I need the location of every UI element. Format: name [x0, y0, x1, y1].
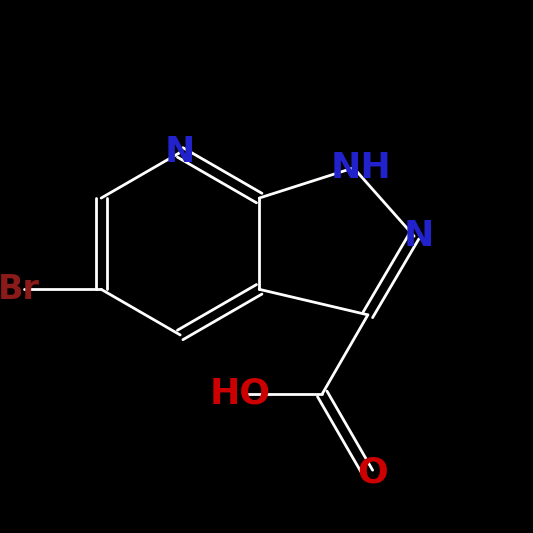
Text: O: O	[357, 456, 388, 490]
Text: NH: NH	[330, 151, 391, 185]
Text: N: N	[165, 135, 196, 169]
Text: HO: HO	[209, 377, 271, 411]
Text: N: N	[403, 219, 434, 253]
Text: Br: Br	[0, 273, 40, 306]
